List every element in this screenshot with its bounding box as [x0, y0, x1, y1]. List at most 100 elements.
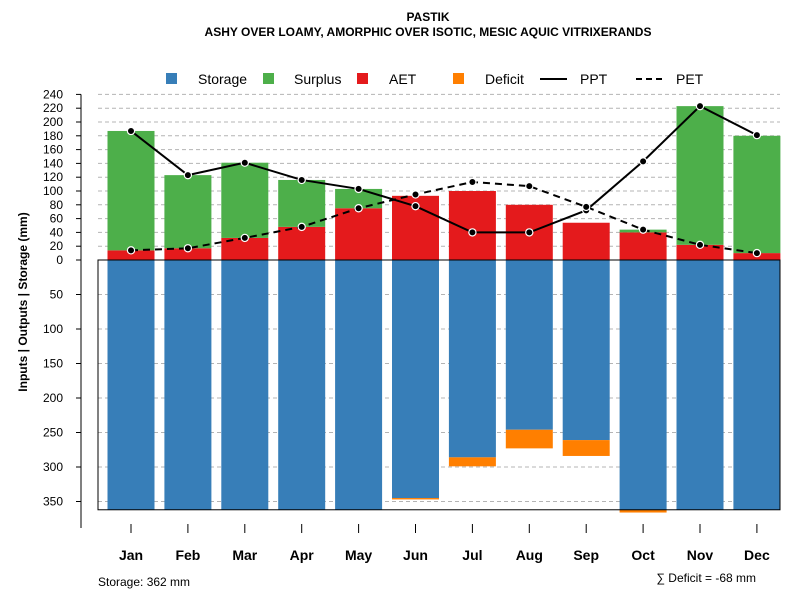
legend-aet-swatch — [357, 73, 368, 84]
deficit-bar — [505, 429, 553, 449]
storage-bar — [335, 260, 383, 510]
aet-bar — [335, 208, 383, 260]
x-tick-label: Sep — [573, 547, 599, 563]
pet-point — [582, 202, 591, 212]
x-tick-label: Dec — [744, 547, 770, 563]
y-axis-label: Inputs | Outputs | Storage (mm) — [16, 212, 30, 391]
deficit-bar — [619, 509, 667, 513]
storage-bar — [221, 260, 269, 510]
x-tick-label: Jul — [462, 547, 482, 563]
legend-surplus-swatch — [263, 73, 274, 84]
y-tick-label: 20 — [50, 239, 64, 253]
deficit-bar — [562, 440, 610, 456]
ppt-point — [354, 184, 363, 194]
y-tick-label: 220 — [43, 101, 63, 115]
ppt-point — [297, 175, 306, 185]
surplus-bar — [107, 130, 155, 251]
storage-bar — [164, 260, 212, 510]
legend-aet-label: AET — [389, 71, 417, 87]
y-tick-label: 100 — [43, 322, 63, 336]
aet-bar — [221, 237, 269, 260]
y-tick-label: 120 — [43, 170, 63, 184]
x-tick-label: Aug — [516, 547, 543, 563]
ppt-point — [411, 201, 420, 211]
legend-storage-label: Storage — [198, 71, 247, 87]
ppt-point — [525, 228, 534, 237]
pet-point — [297, 222, 306, 232]
surplus-bar — [164, 175, 212, 249]
x-tick-label: May — [345, 547, 372, 563]
x-tick-label: Mar — [232, 547, 257, 563]
storage-bar — [619, 260, 667, 510]
y-tick-label: 350 — [43, 495, 63, 509]
chart-title: PASTIK — [406, 10, 449, 24]
storage-bar — [448, 260, 496, 458]
y-tick-label: 50 — [50, 288, 64, 302]
surplus-bar — [676, 106, 724, 245]
ppt-point — [752, 130, 762, 140]
surplus-bar — [733, 135, 781, 254]
x-tick-label: Nov — [687, 547, 714, 563]
legend: Storage Surplus AET Deficit PPT PET — [166, 71, 704, 87]
y-tick-label: 40 — [50, 225, 64, 239]
pet-point — [354, 204, 363, 213]
aet-bar — [107, 250, 155, 260]
x-tick-label: Jun — [403, 547, 428, 563]
axis-ticks: 0204060801001201401601802002202405010015… — [43, 87, 770, 563]
ppt-point — [695, 101, 705, 111]
x-tick-label: Oct — [631, 547, 655, 563]
x-tick-label: Jan — [119, 547, 143, 563]
y-tick-label: 180 — [43, 129, 63, 143]
deficit-footnote: ∑ Deficit = -68 mm — [656, 571, 756, 585]
surplus-bar — [278, 179, 326, 227]
y-tick-label: 80 — [50, 198, 64, 212]
aet-bar — [676, 244, 724, 260]
storage-footnote: Storage: 362 mm — [98, 575, 190, 589]
y-tick-label: 60 — [50, 212, 64, 226]
aet-bar — [164, 248, 212, 260]
chart-subtitle: ASHY OVER LOAMY, AMORPHIC OVER ISOTIC, M… — [205, 25, 652, 39]
pet-point — [468, 177, 477, 187]
deficit-bar — [448, 457, 496, 467]
pet-point — [126, 246, 136, 255]
legend-deficit-swatch — [453, 73, 464, 84]
pet-point — [752, 248, 762, 258]
y-tick-label: 300 — [43, 460, 63, 474]
ppt-point — [240, 158, 249, 167]
ppt-point — [126, 126, 136, 136]
pet-point — [638, 225, 648, 234]
surplus-bar — [335, 188, 383, 209]
y-tick-label: 250 — [43, 426, 63, 440]
storage-bar — [676, 260, 724, 510]
ppt-pet-lines — [126, 101, 762, 258]
y-tick-label: 0 — [56, 253, 63, 267]
pet-point — [411, 190, 420, 199]
ppt-point — [638, 157, 648, 166]
storage-bar — [505, 260, 553, 430]
legend-ppt-label: PPT — [580, 71, 608, 87]
deficit-bar — [392, 498, 439, 500]
aet-bar — [562, 222, 610, 260]
y-tick-label: 140 — [43, 156, 63, 170]
axes — [80, 94, 781, 528]
storage-bar — [107, 260, 155, 510]
pet-point — [695, 240, 705, 250]
y-tick-label: 200 — [43, 115, 63, 129]
pet-point — [240, 233, 249, 243]
x-tick-label: Apr — [290, 547, 315, 563]
aet-bar — [278, 226, 326, 260]
y-tick-label: 150 — [43, 357, 63, 371]
ppt-point — [183, 170, 193, 180]
legend-surplus-label: Surplus — [294, 71, 341, 87]
legend-pet-label: PET — [676, 71, 704, 87]
ppt-line — [130, 104, 758, 234]
y-tick-label: 100 — [43, 184, 63, 198]
pet-point — [183, 244, 193, 253]
y-tick-label: 160 — [43, 143, 63, 157]
y-tick-label: 200 — [43, 391, 63, 405]
pet-point — [525, 181, 534, 191]
surplus-bar — [221, 162, 269, 238]
storage-bar — [733, 260, 781, 510]
storage-bar — [392, 260, 439, 499]
